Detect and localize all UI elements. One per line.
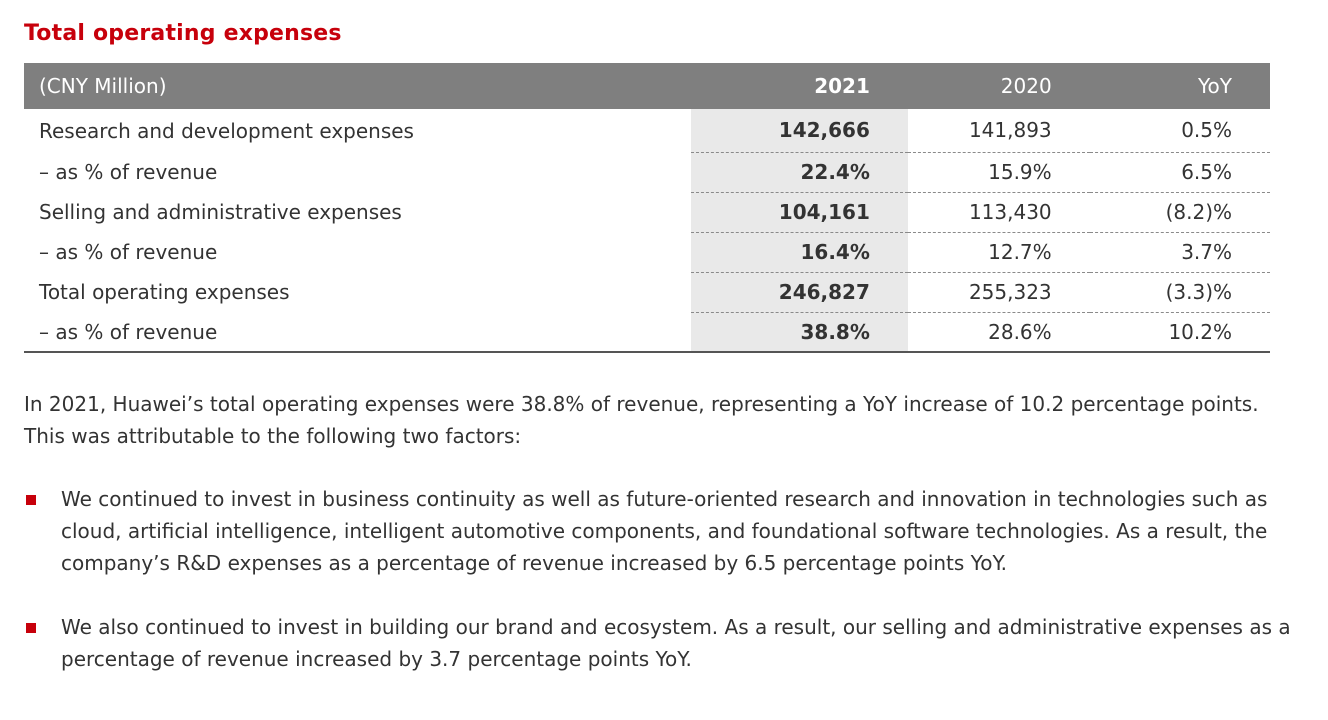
cell-2021: 246,827: [690, 272, 908, 313]
row-label: Research and development expenses: [39, 118, 414, 143]
row-label: – as % of revenue: [39, 240, 218, 264]
cell-yoy: 6.5%: [1089, 152, 1270, 193]
table-header-row: (CNY Million) 2021 2020 YoY: [24, 63, 1270, 109]
cell-yoy: (8.2)%: [1089, 192, 1270, 233]
bullet-text: We also continued to invest in building …: [61, 615, 1291, 671]
cell-2021: 22.4%: [690, 152, 908, 193]
header-2020: 2020: [1000, 74, 1052, 98]
cell-yoy: (3.3)%: [1089, 272, 1270, 313]
cell-2020: 113,430: [907, 192, 1090, 233]
cell-2020: 15.9%: [907, 152, 1090, 193]
cell-yoy: 0.5%: [1089, 109, 1270, 153]
cell-yoy: 3.7%: [1089, 232, 1270, 273]
cell-2020: 141,893: [907, 109, 1090, 153]
intro-paragraph: In 2021, Huawei’s total operating expens…: [24, 392, 1259, 448]
cell-2021: 16.4%: [690, 232, 908, 273]
bullet-text: We continued to invest in business conti…: [61, 487, 1268, 575]
table-row: Selling and administrative expenses 104,…: [24, 192, 1270, 233]
list-item: We also continued to invest in building …: [24, 611, 1294, 675]
table-row: Research and development expenses 142,66…: [24, 109, 1270, 153]
row-label: Selling and administrative expenses: [39, 200, 402, 224]
table-row: Total operating expenses 246,827 255,323…: [24, 272, 1270, 313]
cell-2021: 104,161: [690, 192, 908, 233]
cell-2021: 142,666: [690, 109, 908, 153]
header-yoy: YoY: [1197, 74, 1232, 98]
section-title: Total operating expenses: [24, 21, 342, 46]
row-label: – as % of revenue: [24, 312, 691, 353]
cell-2020: 255,323: [907, 272, 1090, 313]
table-row: – as % of revenue 38.8% 28.6% 10.2%: [24, 312, 1270, 353]
header-2021: 2021: [814, 74, 870, 98]
row-label: – as % of revenue: [39, 160, 218, 184]
operating-expenses-table: (CNY Million) 2021 2020 YoY Research and…: [24, 63, 1270, 353]
cell-2020: 28.6%: [907, 312, 1090, 353]
cell-2021: 38.8%: [690, 312, 908, 353]
header-unit-label: (CNY Million): [39, 74, 167, 98]
table-row: – as % of revenue 22.4% 15.9% 6.5%: [24, 152, 1270, 193]
cell-yoy: 10.2%: [1089, 312, 1270, 353]
cell-2020: 12.7%: [907, 232, 1090, 273]
row-label: Total operating expenses: [39, 280, 290, 304]
list-item: We continued to invest in business conti…: [24, 483, 1294, 579]
factor-list: We continued to invest in business conti…: [24, 483, 1294, 707]
square-bullet-icon: [26, 495, 36, 505]
square-bullet-icon: [26, 623, 36, 633]
table-row: – as % of revenue 16.4% 12.7% 3.7%: [24, 232, 1270, 273]
